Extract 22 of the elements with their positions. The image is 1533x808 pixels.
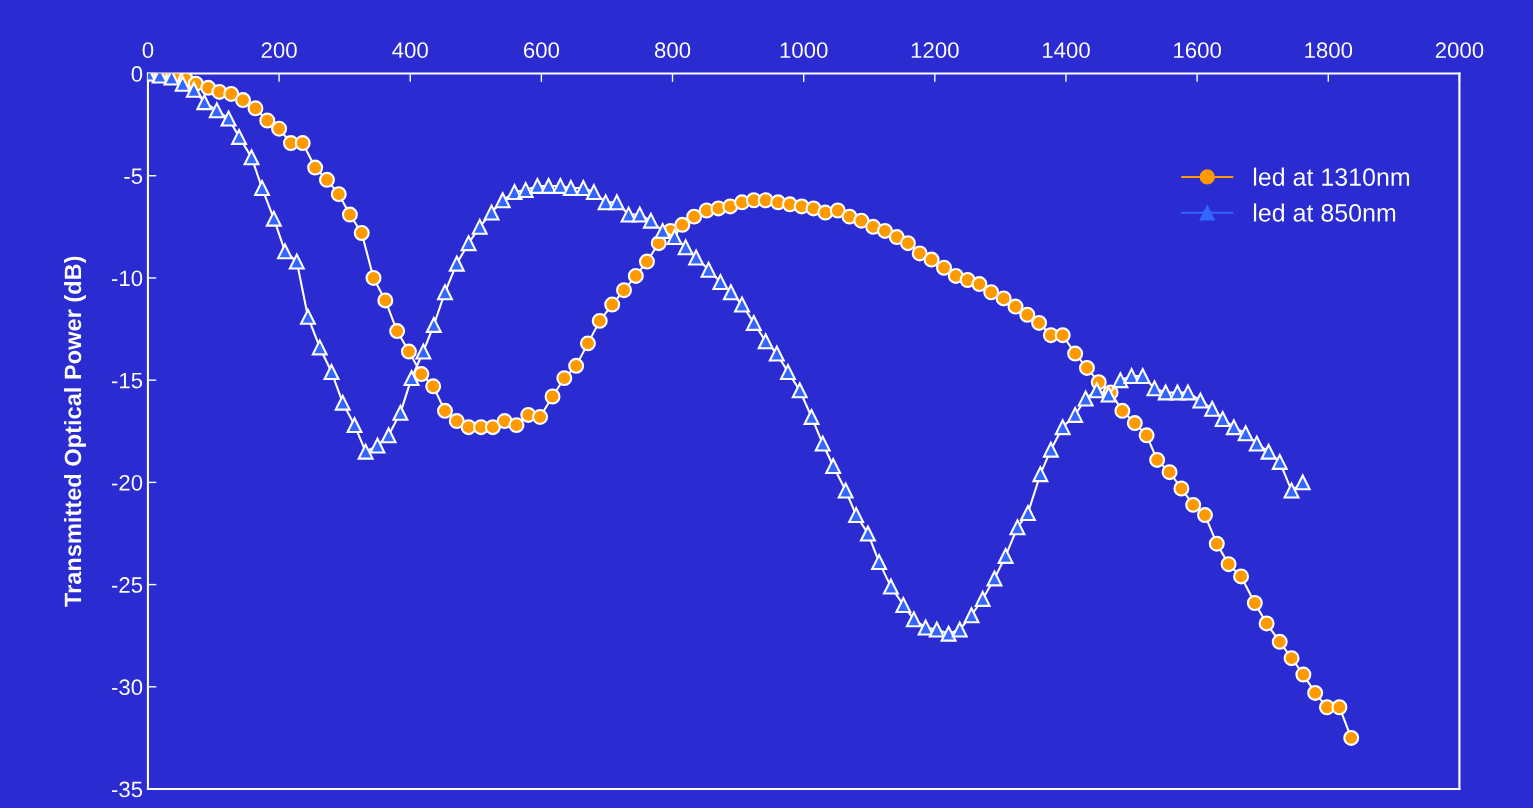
y-axis-title: Transmitted Optical Power (dB) [63,256,86,607]
y-tick-label: -5 [124,168,143,185]
x-tick-label: 1600 [1174,42,1221,59]
y-tick-label: -15 [111,372,143,389]
x-tick-label: 1200 [911,42,959,59]
legend-label: led at 1310nm [1253,167,1410,186]
x-tick-label: 2000 [1435,42,1484,59]
y-tick-label: 0 [131,66,143,82]
x-tick-label: 1800 [1305,42,1353,59]
legend-label: led at 850nm [1253,203,1396,222]
x-tick-label: 0 [142,42,154,59]
y-tick-label: -30 [111,679,143,696]
x-tick-label: 200 [261,42,297,59]
y-tick-label: -20 [111,474,143,491]
x-tick-label: 600 [523,42,560,59]
y-tick-label: -10 [111,270,143,287]
y-tick-label: -25 [111,577,143,593]
x-tick-label: 400 [392,42,428,59]
x-tick-label: 1400 [1042,42,1090,59]
x-tick-label: 800 [654,42,691,59]
y-tick-label: -35 [111,781,143,798]
x-tick-label: 1000 [780,42,828,59]
